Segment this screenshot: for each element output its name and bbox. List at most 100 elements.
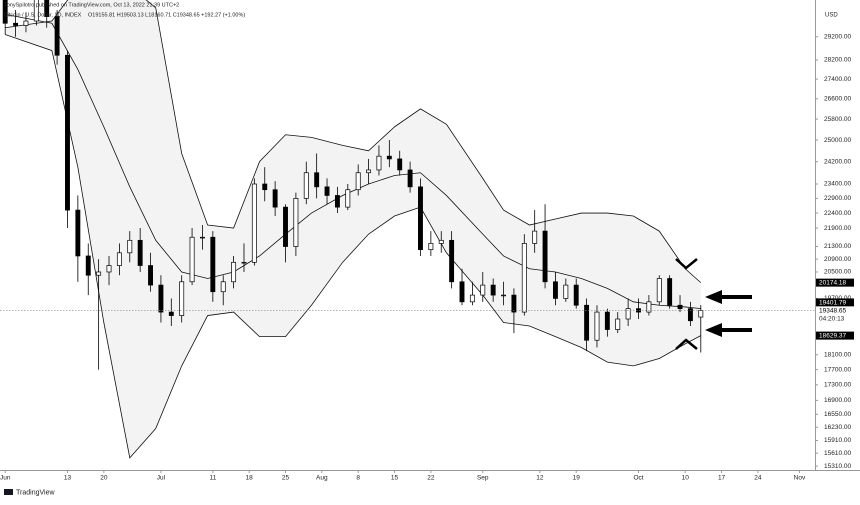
candle-body xyxy=(552,281,558,299)
candle xyxy=(615,312,621,334)
candle-body xyxy=(2,0,8,24)
band-line xyxy=(5,13,701,309)
annotations xyxy=(675,258,698,350)
candle xyxy=(573,278,579,309)
x-tick-label: Nov xyxy=(794,475,806,482)
candle-body xyxy=(397,158,403,171)
x-tick-label: 12 xyxy=(536,475,544,482)
candle xyxy=(584,298,590,352)
band-fill xyxy=(5,0,701,458)
y-tick-label: 26600.00 xyxy=(824,96,851,103)
candle xyxy=(407,161,413,193)
candle xyxy=(449,231,455,289)
arrow-left xyxy=(705,323,752,337)
candle xyxy=(532,210,538,253)
x-tick-label: Aug xyxy=(316,475,328,482)
candle xyxy=(355,164,361,196)
candle-body xyxy=(283,206,288,247)
candle xyxy=(75,195,81,282)
y-tick-label: 16550.00 xyxy=(824,411,851,418)
y-tick-label: 15910.00 xyxy=(824,437,851,444)
candle-body xyxy=(13,22,19,26)
candle-body xyxy=(542,230,548,283)
candle-body xyxy=(480,284,486,296)
brand: TradingView xyxy=(4,489,55,496)
y-tick-label: 16230.00 xyxy=(824,424,851,431)
candle xyxy=(656,275,662,306)
x-tick-label: 10 xyxy=(682,475,690,482)
y-tick-label: 21300.00 xyxy=(824,243,851,250)
candle-body xyxy=(65,54,70,211)
middle-band-label-box xyxy=(816,298,854,307)
candle-body xyxy=(376,155,382,171)
candle-body xyxy=(303,172,309,199)
candle xyxy=(480,271,486,302)
candle xyxy=(272,181,278,217)
x-tick-label: 19 xyxy=(573,475,581,482)
x-tick-label: 13 xyxy=(64,475,72,482)
candle xyxy=(200,225,205,250)
x-tick-label: 22 xyxy=(427,475,435,482)
y-tick-label: 15610.00 xyxy=(824,450,851,457)
candle-body xyxy=(449,239,455,283)
x-tick-label: Jul xyxy=(157,475,166,482)
y-tick-label: 16900.00 xyxy=(824,397,851,404)
candle-body xyxy=(698,310,704,318)
currency: USD xyxy=(825,13,838,19)
last-price-label: 19348.65 xyxy=(819,307,846,314)
candle xyxy=(189,228,195,286)
candle xyxy=(397,150,403,176)
publisher: TonySpilotro published on TradingView.co… xyxy=(4,2,179,8)
candle xyxy=(511,288,517,334)
candle xyxy=(220,275,226,306)
candle-body xyxy=(677,304,683,310)
upper-band-label-box xyxy=(816,278,854,287)
y-tick-label: 17300.00 xyxy=(824,382,851,389)
candle xyxy=(241,243,247,272)
y-tick-label: 29200.00 xyxy=(824,33,851,40)
candle-body xyxy=(116,252,122,266)
upper-band-label: 20174.18 xyxy=(819,280,846,287)
candle xyxy=(469,281,475,306)
candle-body xyxy=(220,281,226,293)
x-tick-label: Oct xyxy=(633,475,643,482)
y-tick-label: 21900.00 xyxy=(824,225,851,232)
candle xyxy=(646,295,652,316)
candle-body xyxy=(251,183,257,263)
candle xyxy=(324,178,330,205)
x-tick-label: 15 xyxy=(391,475,399,482)
candle xyxy=(137,228,143,272)
candle xyxy=(23,12,29,33)
y-tick-label: 17700.00 xyxy=(824,366,851,373)
arrow-left xyxy=(705,290,752,304)
candle-body xyxy=(241,261,247,264)
candle-body xyxy=(656,278,662,303)
candle xyxy=(687,301,693,327)
candle xyxy=(376,145,382,176)
candle xyxy=(314,153,320,199)
middle-band-label: 19401.79 xyxy=(819,299,846,306)
candle xyxy=(179,275,185,323)
candle xyxy=(501,281,506,306)
candle xyxy=(262,167,268,202)
last-price-label-box xyxy=(816,306,854,315)
candle-body xyxy=(366,169,372,174)
candle xyxy=(283,204,288,263)
x-tick-label: 17 xyxy=(718,475,726,482)
candle-body xyxy=(262,183,268,191)
y-tick-label: 15310.00 xyxy=(824,463,851,470)
candle xyxy=(334,186,340,214)
candle-body xyxy=(96,271,102,276)
y-tick-label: 24200.00 xyxy=(824,158,851,165)
candle xyxy=(552,271,558,306)
candle-body xyxy=(148,265,153,286)
candle-body xyxy=(106,265,112,273)
candle xyxy=(677,295,683,313)
candle-body xyxy=(407,169,413,188)
y-tick-label: 20900.00 xyxy=(824,256,851,263)
lower-band-label-box xyxy=(816,331,854,340)
candle-body xyxy=(23,20,29,26)
candle-body xyxy=(324,186,330,196)
ohlc-readout: O19155.81 H19503.13 L18160.71 C19348.65 … xyxy=(88,12,245,18)
candle xyxy=(490,278,496,302)
